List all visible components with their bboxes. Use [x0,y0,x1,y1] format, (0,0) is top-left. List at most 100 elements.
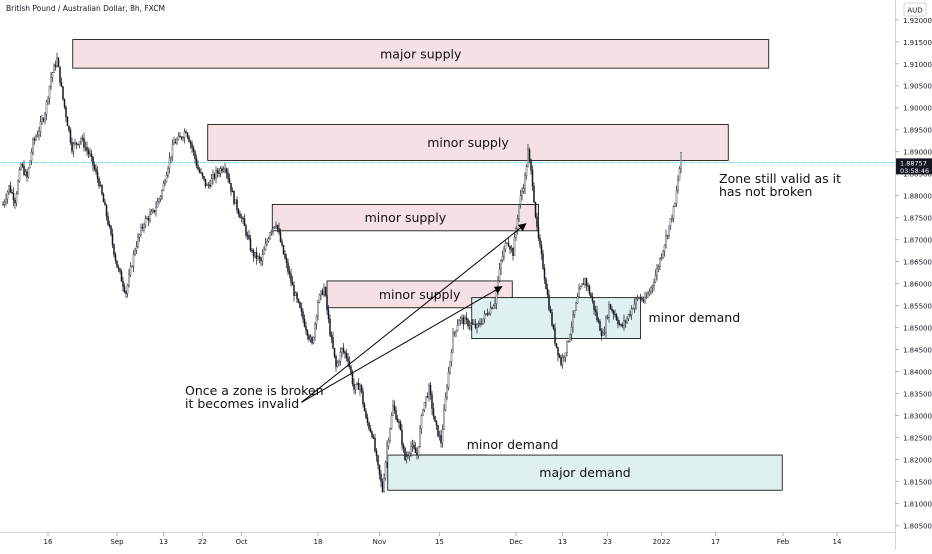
candle-up [605,317,607,333]
candle-down [216,170,219,174]
candle-up [417,446,420,456]
candle-up [480,323,483,325]
candle-up [143,224,145,228]
candle-down [12,192,15,201]
candle-up [215,170,217,179]
time-tick-label: 13 [558,538,567,546]
last-price-box [896,158,932,175]
candle-up [171,144,174,157]
price-tick-label: 1.80500 [903,522,932,530]
candle-up [410,446,412,454]
candle-down [596,311,598,321]
candle-up [341,347,343,353]
price-tick-label: 1.85000 [903,325,932,333]
candle-up [159,196,162,200]
candle-up [267,238,270,242]
candle-down [321,290,324,295]
candle-up [99,185,102,187]
candle-down [230,183,232,192]
candle-up [144,218,147,226]
currency-unit-label: AUD [907,7,922,15]
candle-up [135,246,138,251]
candle-up [504,242,507,250]
candle-up [674,203,676,207]
supply-zone-2[interactable] [271,204,539,232]
price-tick-label: 1.88000 [903,193,932,201]
candle-up [47,98,49,102]
candle-up [494,303,496,307]
candle-up [513,237,516,256]
candle-up [473,323,475,325]
candle-down [380,474,382,482]
candle-up [89,153,91,155]
time-tick-label: 18 [314,538,323,546]
candle-up [630,308,633,316]
candle-down [276,225,279,229]
candle-up [636,297,639,300]
candle-up [72,143,75,152]
candle-up [165,175,168,183]
candle-up [482,318,484,325]
supply-zone-3[interactable] [326,280,513,309]
demand-zone-6[interactable] [387,454,783,491]
candle-up [678,168,681,181]
candle-down [255,252,258,259]
candle-up [168,157,171,169]
supply-zone-0[interactable] [72,39,770,69]
candle-up [675,190,678,204]
candle-down [198,169,201,173]
candle-up [659,258,661,267]
candle-up [446,387,448,398]
time-tick-label: 16 [44,538,53,546]
candle-down [413,444,415,449]
candle-up [389,428,391,441]
candle-up [500,260,502,270]
candle-up [455,330,457,333]
candle-down [231,191,234,193]
time-tick-label: 23 [603,538,612,546]
candle-up [423,402,426,411]
candle-up [32,139,34,153]
candle-up [126,284,129,294]
candle-up [390,415,393,429]
candle-down [593,300,595,310]
candle-down [186,132,189,138]
candle-down [114,254,117,261]
candle-down [63,98,66,108]
candle-down [549,309,552,313]
price-tick-label: 1.92000 [903,17,932,25]
candle-up [422,409,424,416]
candle-down [512,248,514,256]
candle-down [278,228,280,233]
candle-up [36,134,39,137]
candle-down [87,150,90,154]
candle-up [162,183,165,191]
candle-down [371,431,373,437]
candle-up [489,307,492,314]
candle-down [197,165,199,170]
candle-up [506,242,508,244]
candle-up [443,409,445,430]
candle-up [30,152,33,162]
candle-down [641,297,643,301]
candle-down [614,313,616,316]
candle-down [611,309,613,312]
candle-up [452,332,454,353]
candle-down [471,323,474,325]
candle-down [185,131,187,134]
candle-down [609,304,612,310]
supply-zone-1[interactable] [207,124,729,161]
price-tick-label: 1.86000 [903,281,932,289]
demand-zone-4[interactable] [471,297,641,339]
price-axis: 1.92000 1.91500 1.91000 1.90500 1.90000 1.895… [895,17,932,530]
candle-up [575,302,577,311]
candle-down [558,355,561,358]
candle-down [534,202,537,218]
candle-down [509,246,511,250]
candle-down [117,267,120,269]
candle-up [603,332,606,334]
candle-up [222,169,225,172]
candle-down [366,417,369,424]
